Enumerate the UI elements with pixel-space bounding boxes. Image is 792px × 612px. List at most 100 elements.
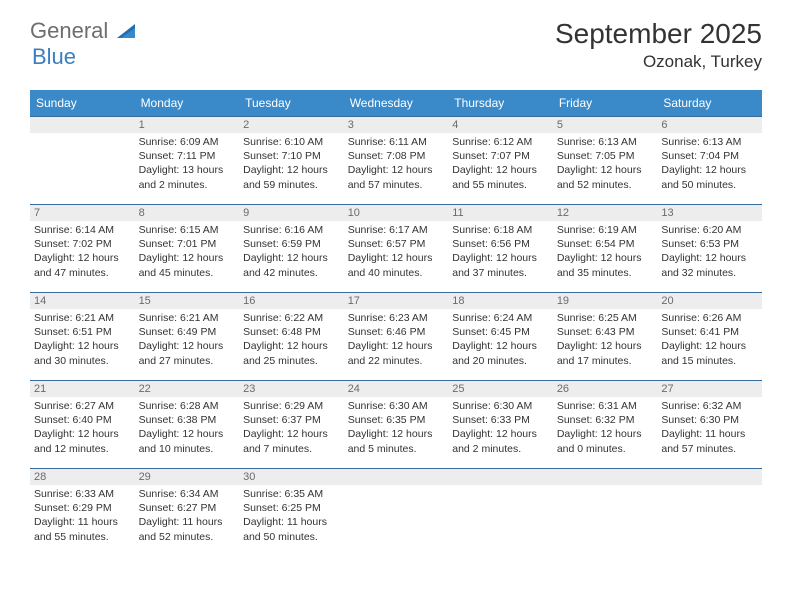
day-body: Sunrise: 6:10 AMSunset: 7:10 PMDaylight:… [239,133,344,196]
sunset-text: Sunset: 6:33 PM [452,413,549,427]
logo-part2: Blue [32,44,76,69]
daylight-text: Daylight: 12 hours and 7 minutes. [243,427,340,455]
sunrise-text: Sunrise: 6:30 AM [452,399,549,413]
sunset-text: Sunset: 6:25 PM [243,501,340,515]
day-cell: 19Sunrise: 6:25 AMSunset: 6:43 PMDayligh… [553,293,658,381]
sunset-text: Sunset: 6:37 PM [243,413,340,427]
day-cell [30,117,135,205]
sunrise-text: Sunrise: 6:16 AM [243,223,340,237]
sunset-text: Sunset: 6:41 PM [661,325,758,339]
day-cell [553,469,658,557]
sunrise-text: Sunrise: 6:18 AM [452,223,549,237]
sunrise-text: Sunrise: 6:13 AM [661,135,758,149]
page-title: September 2025 [555,18,762,50]
calendar-body: 1Sunrise: 6:09 AMSunset: 7:11 PMDaylight… [30,117,762,557]
day-number: 12 [553,205,658,221]
day-cell: 22Sunrise: 6:28 AMSunset: 6:38 PMDayligh… [135,381,240,469]
sunset-text: Sunset: 6:45 PM [452,325,549,339]
sunrise-text: Sunrise: 6:30 AM [348,399,445,413]
logo: General Blue [30,18,137,70]
day-number: 18 [448,293,553,309]
daylight-text: Daylight: 12 hours and 10 minutes. [139,427,236,455]
calendar-table: Sunday Monday Tuesday Wednesday Thursday… [30,90,762,557]
daylight-text: Daylight: 12 hours and 27 minutes. [139,339,236,367]
day-cell: 20Sunrise: 6:26 AMSunset: 6:41 PMDayligh… [657,293,762,381]
day-number [553,469,658,485]
day-body: Sunrise: 6:11 AMSunset: 7:08 PMDaylight:… [344,133,449,196]
day-cell: 18Sunrise: 6:24 AMSunset: 6:45 PMDayligh… [448,293,553,381]
day-cell: 8Sunrise: 6:15 AMSunset: 7:01 PMDaylight… [135,205,240,293]
day-body: Sunrise: 6:33 AMSunset: 6:29 PMDaylight:… [30,485,135,548]
day-cell: 16Sunrise: 6:22 AMSunset: 6:48 PMDayligh… [239,293,344,381]
day-number [448,469,553,485]
week-row: 1Sunrise: 6:09 AMSunset: 7:11 PMDaylight… [30,117,762,205]
sunset-text: Sunset: 6:53 PM [661,237,758,251]
day-cell: 3Sunrise: 6:11 AMSunset: 7:08 PMDaylight… [344,117,449,205]
day-cell: 17Sunrise: 6:23 AMSunset: 6:46 PMDayligh… [344,293,449,381]
week-row: 14Sunrise: 6:21 AMSunset: 6:51 PMDayligh… [30,293,762,381]
day-body: Sunrise: 6:18 AMSunset: 6:56 PMDaylight:… [448,221,553,284]
dayhead-thu: Thursday [448,90,553,117]
sunset-text: Sunset: 6:32 PM [557,413,654,427]
day-number: 25 [448,381,553,397]
sunset-text: Sunset: 7:08 PM [348,149,445,163]
sunset-text: Sunset: 6:35 PM [348,413,445,427]
sunset-text: Sunset: 6:54 PM [557,237,654,251]
day-body: Sunrise: 6:34 AMSunset: 6:27 PMDaylight:… [135,485,240,548]
daylight-text: Daylight: 11 hours and 50 minutes. [243,515,340,543]
sunset-text: Sunset: 6:40 PM [34,413,131,427]
day-header-row: Sunday Monday Tuesday Wednesday Thursday… [30,90,762,117]
sunrise-text: Sunrise: 6:14 AM [34,223,131,237]
day-body: Sunrise: 6:32 AMSunset: 6:30 PMDaylight:… [657,397,762,460]
day-number: 1 [135,117,240,133]
daylight-text: Daylight: 12 hours and 52 minutes. [557,163,654,191]
day-body: Sunrise: 6:22 AMSunset: 6:48 PMDaylight:… [239,309,344,372]
title-block: September 2025 Ozonak, Turkey [555,18,762,72]
day-cell [657,469,762,557]
sunrise-text: Sunrise: 6:28 AM [139,399,236,413]
day-number: 26 [553,381,658,397]
daylight-text: Daylight: 12 hours and 32 minutes. [661,251,758,279]
sunrise-text: Sunrise: 6:27 AM [34,399,131,413]
sunrise-text: Sunrise: 6:25 AM [557,311,654,325]
day-body: Sunrise: 6:35 AMSunset: 6:25 PMDaylight:… [239,485,344,548]
sunset-text: Sunset: 7:04 PM [661,149,758,163]
week-row: 28Sunrise: 6:33 AMSunset: 6:29 PMDayligh… [30,469,762,557]
header: General Blue September 2025 Ozonak, Turk… [0,0,792,82]
sunset-text: Sunset: 6:46 PM [348,325,445,339]
sunrise-text: Sunrise: 6:26 AM [661,311,758,325]
day-number: 14 [30,293,135,309]
day-number: 23 [239,381,344,397]
sunrise-text: Sunrise: 6:21 AM [139,311,236,325]
day-cell: 26Sunrise: 6:31 AMSunset: 6:32 PMDayligh… [553,381,658,469]
day-body: Sunrise: 6:09 AMSunset: 7:11 PMDaylight:… [135,133,240,196]
sunrise-text: Sunrise: 6:33 AM [34,487,131,501]
sunset-text: Sunset: 6:48 PM [243,325,340,339]
day-cell: 23Sunrise: 6:29 AMSunset: 6:37 PMDayligh… [239,381,344,469]
day-body: Sunrise: 6:29 AMSunset: 6:37 PMDaylight:… [239,397,344,460]
week-row: 21 Sunrise: 6:27 AMSunset: 6:40 PM Dayligh… [30,381,762,469]
daylight-text: Daylight: 12 hours and 35 minutes. [557,251,654,279]
sunset-text: Sunset: 7:01 PM [139,237,236,251]
daylight-text: Daylight: 12 hours and 57 minutes. [348,163,445,191]
day-body: Sunrise: 6:24 AMSunset: 6:45 PMDaylight:… [448,309,553,372]
daylight-text: Daylight: 12 hours and 2 minutes. [452,427,549,455]
sunset-text: Sunset: 6:51 PM [34,325,131,339]
week-row: 7Sunrise: 6:14 AMSunset: 7:02 PMDaylight… [30,205,762,293]
day-number [657,469,762,485]
day-body: Sunrise: 6:17 AMSunset: 6:57 PMDaylight:… [344,221,449,284]
daylight-text: Daylight: 12 hours and 30 minutes. [34,339,131,367]
daylight-text: Daylight: 12 hours and 59 minutes. [243,163,340,191]
dayhead-mon: Monday [135,90,240,117]
day-number: 16 [239,293,344,309]
sunset-text: Sunset: 6:57 PM [348,237,445,251]
day-cell [344,469,449,557]
day-number: 21 [30,381,135,397]
sunrise-text: Sunrise: 6:22 AM [243,311,340,325]
daylight-text: Daylight: 12 hours and 15 minutes. [661,339,758,367]
day-body: Sunrise: 6:19 AMSunset: 6:54 PMDaylight:… [553,221,658,284]
day-cell: 29Sunrise: 6:34 AMSunset: 6:27 PMDayligh… [135,469,240,557]
day-body: Sunrise: 6:12 AMSunset: 7:07 PMDaylight:… [448,133,553,196]
day-number: 19 [553,293,658,309]
sunrise-text: Sunrise: 6:23 AM [348,311,445,325]
